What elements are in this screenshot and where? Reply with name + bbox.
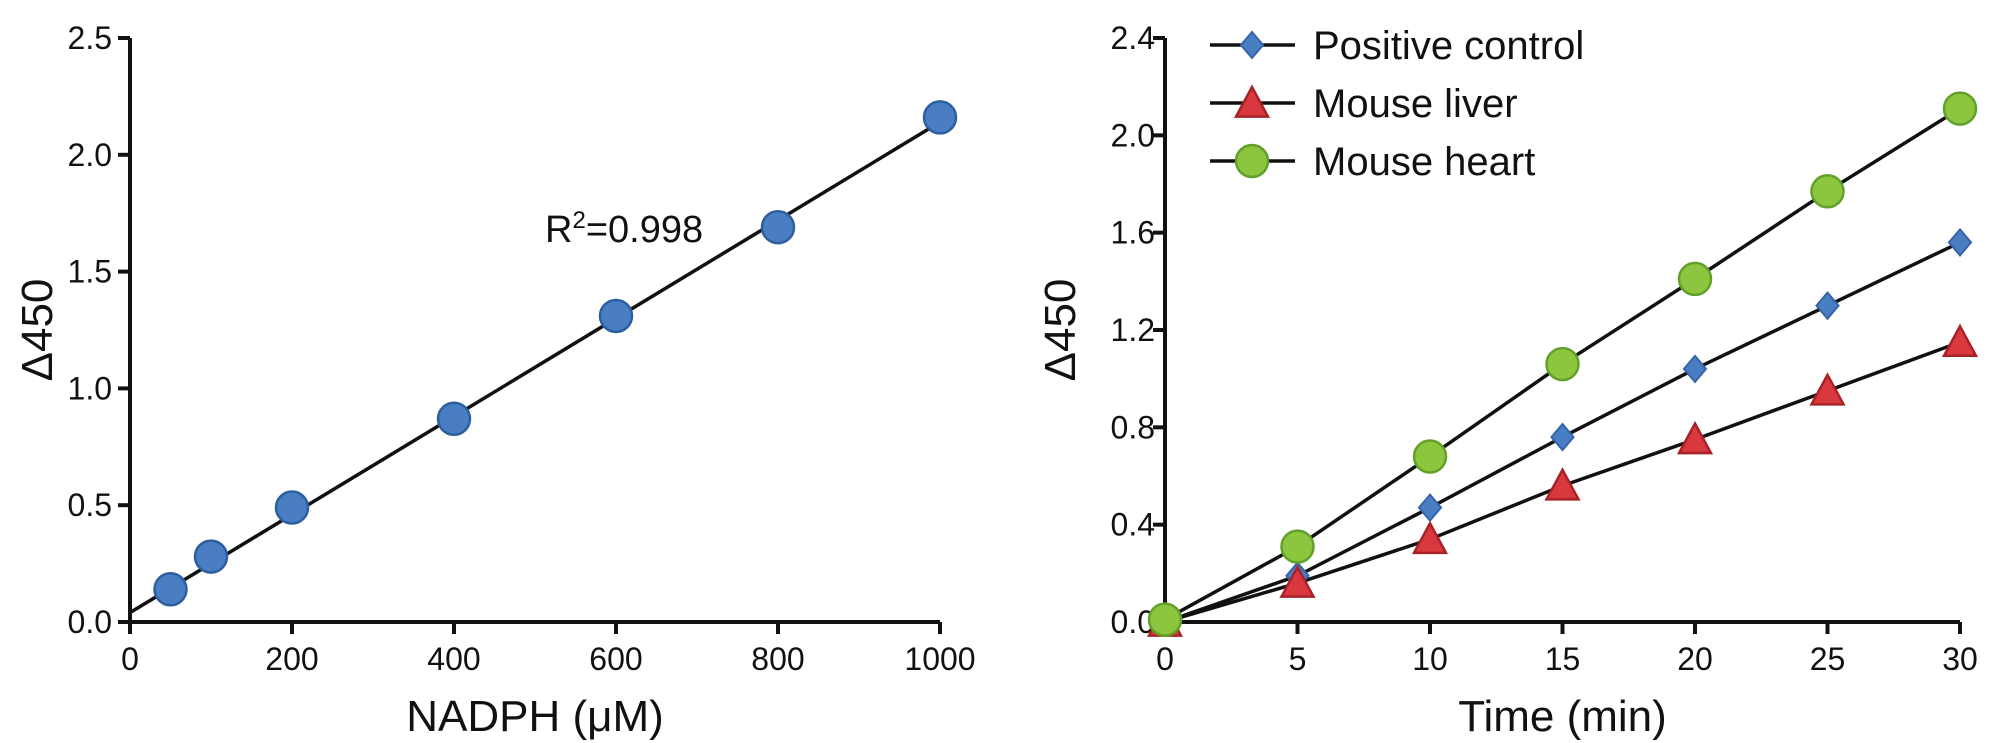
x-tick-label: 10 — [1412, 641, 1448, 677]
data-point — [1147, 602, 1183, 637]
y-tick-label: 1.6 — [1111, 215, 1155, 251]
y-tick-label: 0.0 — [68, 604, 112, 640]
legend-label: Positive control — [1313, 24, 1584, 68]
y-tick-label: 2.5 — [68, 20, 112, 56]
data-point — [1280, 529, 1315, 564]
x-tick-label: 800 — [751, 641, 804, 677]
data-point — [1544, 467, 1581, 501]
x-tick-label: 0 — [121, 641, 139, 677]
x-tick-label: 15 — [1545, 641, 1581, 677]
x-tick-label: 5 — [1289, 641, 1307, 677]
right-chart-time-course: 0 5 10 15 20 25 30 0.0 0.4 0.8 1.2 1.6 2.0 2.4 Time (m… — [1036, 20, 1979, 741]
data-point — [1411, 520, 1449, 555]
y-axis-title: Δ450 — [1036, 279, 1085, 382]
legend-label: Mouse heart — [1313, 140, 1535, 184]
legend-marker — [1233, 84, 1271, 118]
x-tick-label: 25 — [1810, 641, 1846, 677]
y-axis-title: Δ450 — [13, 279, 62, 382]
x-tick-label: 1000 — [904, 641, 975, 677]
data-point — [1942, 91, 1978, 126]
data-point — [1941, 323, 1979, 358]
data-point — [1677, 261, 1713, 297]
data-point — [193, 539, 229, 574]
data-point — [1682, 354, 1708, 384]
data-point — [760, 209, 796, 245]
data-point — [153, 572, 188, 607]
x-tick-label: 600 — [589, 641, 642, 677]
legend-marker — [1234, 143, 1270, 179]
legend-marker — [1239, 30, 1265, 60]
left-chart-nadph-standard-curve: 0 200 400 600 800 1000 0.0 0.5 1.0 1.5 2.0 2.5 NADPH… — [13, 20, 976, 741]
x-tick-label: 30 — [1942, 641, 1978, 677]
y-tick-label: 0.0 — [1111, 604, 1155, 640]
data-point — [1676, 420, 1714, 455]
data-point — [1412, 439, 1448, 474]
y-tick-label: 2.0 — [1111, 117, 1155, 153]
r-squared-annotation: R2=0.998 — [545, 207, 703, 251]
data-point — [436, 401, 472, 437]
y-tick-label: 1.2 — [1111, 312, 1155, 348]
data-point — [1809, 372, 1846, 406]
y-tick-label: 1.0 — [68, 370, 112, 406]
x-axis-title: NADPH (μM) — [406, 692, 664, 741]
x-axis-title: Time (min) — [1458, 692, 1667, 741]
data-point — [1815, 291, 1840, 321]
x-tick-label: 0 — [1156, 641, 1174, 677]
data-point — [274, 490, 310, 525]
y-tick-label: 0.5 — [68, 487, 112, 523]
x-tick-label: 200 — [265, 641, 318, 677]
data-point — [1810, 174, 1845, 209]
y-tick-label: 2.0 — [68, 137, 112, 173]
fit-line — [129, 120, 941, 615]
data-point — [1545, 346, 1580, 382]
data-point — [1279, 564, 1316, 598]
legend-label: Mouse liver — [1313, 82, 1518, 126]
data-point — [1417, 493, 1443, 523]
y-tick-label: 0.8 — [1111, 409, 1155, 445]
y-tick-label: 2.4 — [1111, 20, 1155, 56]
y-tick-label: 1.5 — [68, 254, 112, 290]
y-tick-label: 0.4 — [1111, 507, 1155, 543]
data-point — [922, 100, 958, 135]
x-tick-label: 20 — [1677, 641, 1713, 677]
data-point — [1947, 227, 1973, 257]
x-tick-label: 400 — [427, 641, 480, 677]
data-point — [1550, 422, 1575, 452]
data-point — [598, 298, 634, 334]
